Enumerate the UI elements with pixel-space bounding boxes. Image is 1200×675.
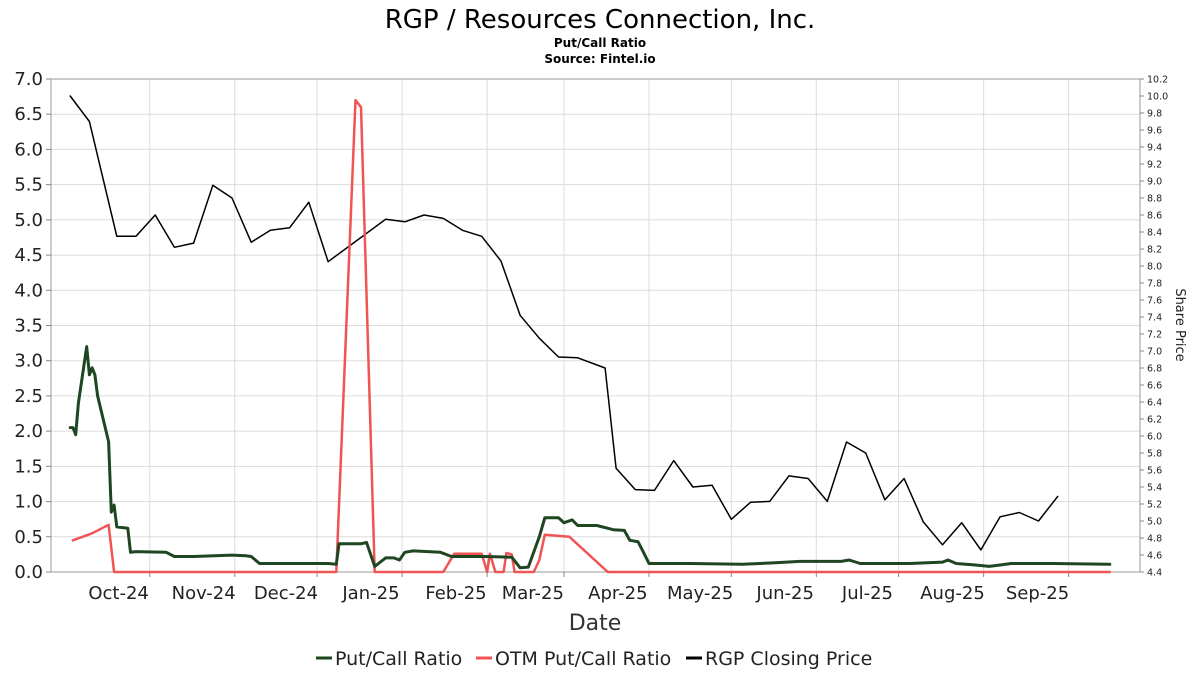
y2-tick-label: 7.4 xyxy=(1147,313,1162,324)
y2-tick-label: 7.0 xyxy=(1147,347,1162,358)
y2-tick-label: 5.4 xyxy=(1147,483,1162,494)
y2-tick-label: 9.4 xyxy=(1147,143,1162,154)
rgp-closing-price-line xyxy=(69,95,1059,551)
y2-tick-label: 10.0 xyxy=(1147,92,1168,103)
x-tick-label: Sep-25 xyxy=(1006,583,1069,604)
y2-tick-label: 9.8 xyxy=(1147,109,1162,120)
y-tick-label: 6.5 xyxy=(14,104,43,125)
y-tick-label: 2.5 xyxy=(14,386,43,407)
put-call-ratio-line xyxy=(68,345,1112,570)
y2-tick-label: 8.6 xyxy=(1147,211,1162,222)
y2-tick-label: 7.2 xyxy=(1147,330,1162,341)
y2-tick-label: 4.4 xyxy=(1147,568,1162,579)
right-axis-ticks: 4.4 4.6 4.8 5.0 5.2 5.4 5.6 5.8 6.0 6.2 6.4 6.6 6.8 7… xyxy=(1140,75,1168,579)
x-axis-title: Date xyxy=(569,611,622,636)
y2-tick-label: 5.6 xyxy=(1147,466,1162,477)
y-tick-label: 0.0 xyxy=(14,562,43,583)
legend-label-otm-put-call-ratio: OTM Put/Call Ratio xyxy=(495,648,671,670)
chart-subtitle: Put/Call Ratio xyxy=(554,36,646,50)
y2-tick-label: 8.8 xyxy=(1147,194,1162,205)
right-axis-title: Share Price xyxy=(1172,288,1187,361)
x-tick-label: Feb-25 xyxy=(425,583,486,604)
y2-tick-label: 6.0 xyxy=(1147,432,1162,443)
y-tick-label: 4.0 xyxy=(14,280,43,301)
x-tick-label: Aug-25 xyxy=(920,583,985,604)
y-tick-label: 6.0 xyxy=(14,139,43,160)
y-tick-label: 4.5 xyxy=(14,245,43,266)
y-tick-label: 7.0 xyxy=(14,69,43,90)
y-tick-label: 0.5 xyxy=(14,527,43,548)
y2-tick-label: 5.0 xyxy=(1147,517,1162,528)
y-tick-label: 5.0 xyxy=(14,210,43,231)
y-tick-label: 5.5 xyxy=(14,175,43,196)
y-tick-label: 3.0 xyxy=(14,351,43,372)
y2-tick-label: 4.8 xyxy=(1147,534,1162,545)
x-tick-label: Nov-24 xyxy=(172,583,236,604)
y-tick-label: 1.5 xyxy=(14,456,43,477)
y2-tick-label: 9.0 xyxy=(1147,177,1162,188)
legend: Put/Call Ratio OTM Put/Call Ratio RGP Clos… xyxy=(316,648,872,670)
y2-tick-label: 6.4 xyxy=(1147,398,1162,409)
x-axis-ticks: Oct-24 Nov-24 Dec-24 Jan-25 Feb-25 Mar-25 Apr-… xyxy=(88,572,1069,604)
y2-tick-label: 8.0 xyxy=(1147,262,1162,273)
y2-tick-label: 7.8 xyxy=(1147,279,1162,290)
left-axis-ticks: 0.0 0.5 1.0 1.5 2.0 2.5 3.0 3.5 4.0 4.5 5.0 5.5 6.0 6… xyxy=(14,69,51,583)
chart-title: RGP / Resources Connection, Inc. xyxy=(385,5,816,35)
x-tick-label: Mar-25 xyxy=(502,583,564,604)
chart-source: Source: Fintel.io xyxy=(544,52,655,66)
x-tick-label: Oct-24 xyxy=(88,583,149,604)
x-tick-label: Jan-25 xyxy=(341,583,399,604)
grid-lines xyxy=(51,78,1140,573)
y2-tick-label: 5.2 xyxy=(1147,500,1162,511)
x-tick-label: Dec-24 xyxy=(254,583,318,604)
y2-tick-label: 6.8 xyxy=(1147,364,1162,375)
x-tick-label: May-25 xyxy=(667,583,733,604)
y2-tick-label: 8.4 xyxy=(1147,228,1162,239)
y-tick-label: 2.0 xyxy=(14,421,43,442)
y-tick-label: 3.5 xyxy=(14,316,43,337)
legend-label-rgp-closing-price: RGP Closing Price xyxy=(705,648,872,670)
y2-tick-label: 8.2 xyxy=(1147,245,1162,256)
x-tick-label: Jul-25 xyxy=(841,583,893,604)
y2-tick-label: 4.6 xyxy=(1147,551,1162,562)
y2-tick-label: 7.6 xyxy=(1147,296,1162,307)
otm-put-call-ratio-line xyxy=(71,98,1112,574)
legend-label-put-call-ratio: Put/Call Ratio xyxy=(335,648,462,670)
y2-tick-label: 5.8 xyxy=(1147,449,1162,460)
x-tick-label: Jun-25 xyxy=(755,583,814,604)
y2-tick-label: 10.2 xyxy=(1147,75,1168,86)
x-tick-label: Apr-25 xyxy=(588,583,647,604)
y2-tick-label: 9.6 xyxy=(1147,126,1162,137)
y2-tick-label: 6.2 xyxy=(1147,415,1162,426)
y2-tick-label: 6.6 xyxy=(1147,381,1162,392)
y-tick-label: 1.0 xyxy=(14,492,43,513)
series-lines xyxy=(68,95,1112,574)
y2-tick-label: 9.2 xyxy=(1147,160,1162,171)
